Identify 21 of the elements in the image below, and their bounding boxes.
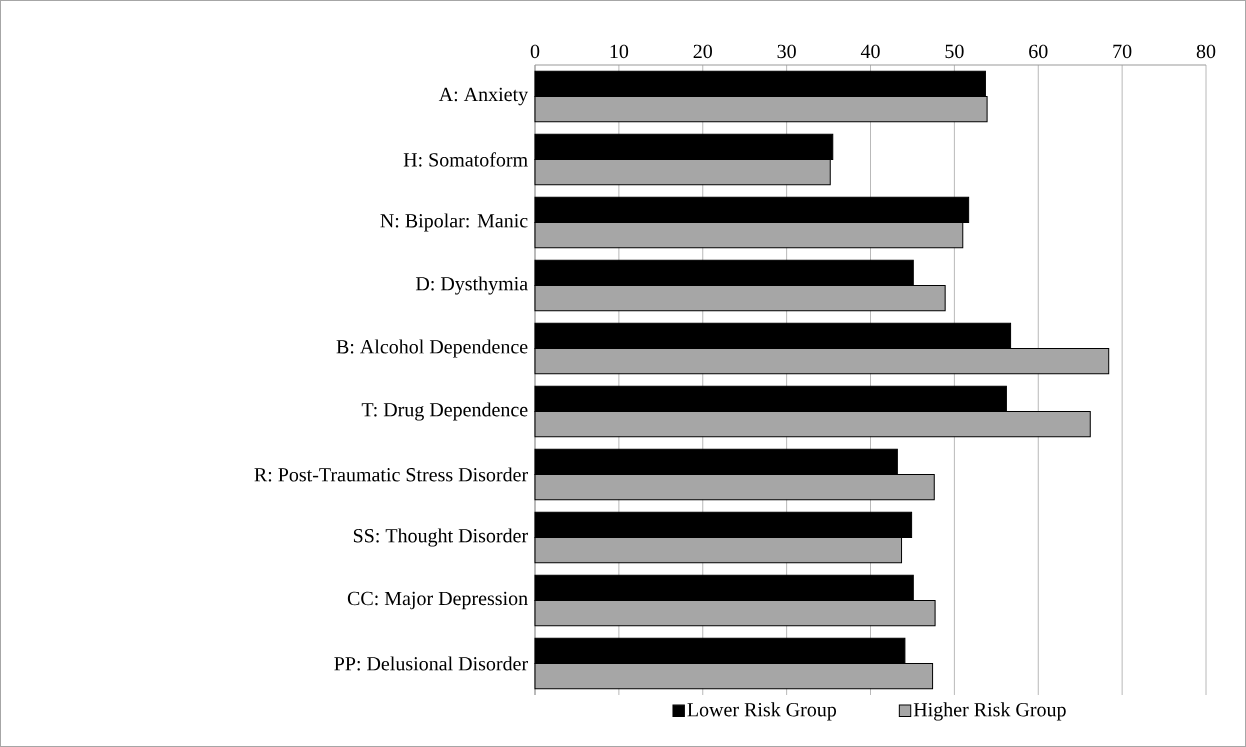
y-tick-label: H: Somatoform: [403, 152, 528, 167]
x-tick-label: 30: [777, 44, 796, 59]
y-tick-label: SS: Thought Disorder: [353, 528, 528, 547]
x-tick-label: 10: [610, 44, 629, 59]
legend-label: Lower Risk Group: [687, 702, 837, 721]
y-tick-label: T: Drug Dependence: [361, 402, 528, 421]
legend-label: Higher Risk Group: [913, 702, 1066, 721]
x-tick-label: 20: [693, 44, 712, 59]
y-tick-label: D: Dysthymia: [415, 276, 528, 295]
y-tick-label: B: Alcohol Dependence: [336, 339, 528, 358]
x-tick-label: 0: [530, 44, 540, 59]
y-tick-label: CC: Major Depression: [347, 591, 528, 610]
y-tick-label: PP: Delusional Disorder: [334, 656, 528, 671]
x-tick-label: 50: [945, 44, 964, 59]
x-tick-label: 70: [1113, 44, 1132, 59]
x-tick-label: 80: [1196, 44, 1216, 59]
x-tick-label: 40: [860, 44, 880, 59]
y-tick-label: A: Anxiety: [438, 87, 529, 106]
y-tick-label: R: Post-Traumatic Stress Disorder: [254, 467, 528, 482]
x-tick-label: 60: [1029, 44, 1048, 59]
y-tick-label: N: Bipolar: Manic: [380, 213, 528, 232]
